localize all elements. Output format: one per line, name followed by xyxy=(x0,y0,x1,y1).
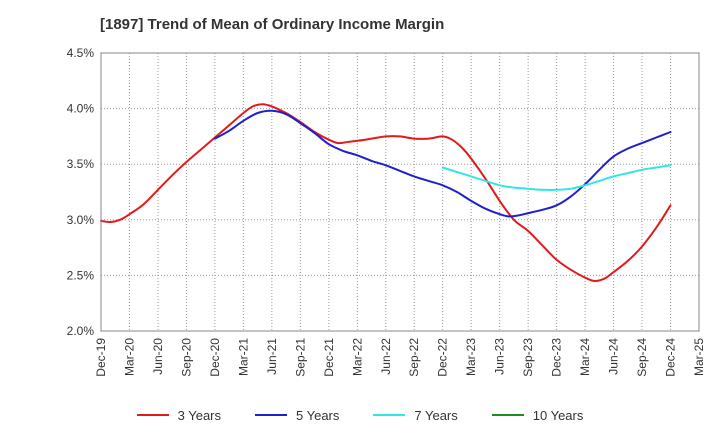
legend-label: 7 Years xyxy=(414,407,458,423)
legend: 3 Years 5 Years 7 Years 10 Years xyxy=(0,404,720,426)
x-tick-label: Dec-23 xyxy=(550,338,564,377)
line-chart: 2.0% 2.5% 3.0% 3.5% 4.0% 4.5% Dec-19 Mar-20 Jun… xyxy=(67,46,706,377)
x-axis-ticks: Dec-19 Mar-20 Jun-20 Sep-20 Dec-20 Mar-21 Jun-… xyxy=(94,338,706,377)
x-tick-label: Mar-21 xyxy=(236,338,250,376)
legend-item-5-years: 5 Years xyxy=(255,408,339,423)
grid-lines xyxy=(101,53,699,331)
x-tick-label: Dec-19 xyxy=(94,338,108,377)
legend-item-10-years: 10 Years xyxy=(491,407,584,423)
legend-item-7-years: 7 Years xyxy=(373,407,458,423)
x-tick-label: Mar-25 xyxy=(692,338,706,376)
x-tick-label: Mar-23 xyxy=(464,338,478,376)
x-tick-label: Mar-24 xyxy=(578,338,592,376)
legend-swatch xyxy=(136,414,169,416)
legend-swatch xyxy=(255,414,287,416)
series-lines xyxy=(100,103,672,283)
x-tick-label: Jun-23 xyxy=(493,338,507,375)
y-tick-label: 3.5% xyxy=(67,157,95,171)
x-tick-label: Mar-20 xyxy=(122,338,136,376)
x-tick-label: Jun-21 xyxy=(265,338,279,375)
x-tick-label: Dec-24 xyxy=(664,338,678,377)
legend-label: 3 Years xyxy=(177,407,221,423)
legend-item-3-years: 3 Years xyxy=(136,407,221,423)
y-tick-label: 4.5% xyxy=(67,46,95,60)
x-tick-label: Dec-21 xyxy=(322,338,336,377)
x-tick-label: Mar-22 xyxy=(350,338,364,376)
x-tick-label: Sep-24 xyxy=(635,338,649,377)
legend-label: 5 Years xyxy=(296,407,340,423)
x-tick-label: Jun-20 xyxy=(151,338,165,375)
series-line-7-years xyxy=(441,164,672,191)
y-tick-label: 4.0% xyxy=(67,102,95,116)
legend-swatch xyxy=(491,414,524,416)
plot-area-frame xyxy=(100,52,700,332)
x-tick-label: Sep-22 xyxy=(407,338,421,377)
legend-swatch xyxy=(373,414,406,416)
chart-title: [1897] Trend of Mean of Ordinary Income … xyxy=(100,16,445,33)
x-tick-label: Sep-20 xyxy=(179,338,193,377)
x-tick-label: Jun-22 xyxy=(379,338,393,375)
legend-label: 10 Years xyxy=(532,407,584,423)
y-tick-label: 3.0% xyxy=(67,213,95,227)
y-tick-label: 2.0% xyxy=(67,324,95,338)
x-tick-label: Dec-22 xyxy=(436,338,450,377)
x-tick-label: Sep-23 xyxy=(521,338,535,377)
y-axis-ticks: 2.0% 2.5% 3.0% 3.5% 4.0% 4.5% xyxy=(67,46,95,338)
x-tick-label: Dec-20 xyxy=(208,338,222,377)
y-tick-label: 2.5% xyxy=(67,268,95,282)
series-line-5-years xyxy=(213,109,672,218)
x-tick-label: Sep-21 xyxy=(293,338,307,377)
series-line-3-years xyxy=(100,103,672,283)
x-tick-label: Jun-24 xyxy=(607,338,621,375)
